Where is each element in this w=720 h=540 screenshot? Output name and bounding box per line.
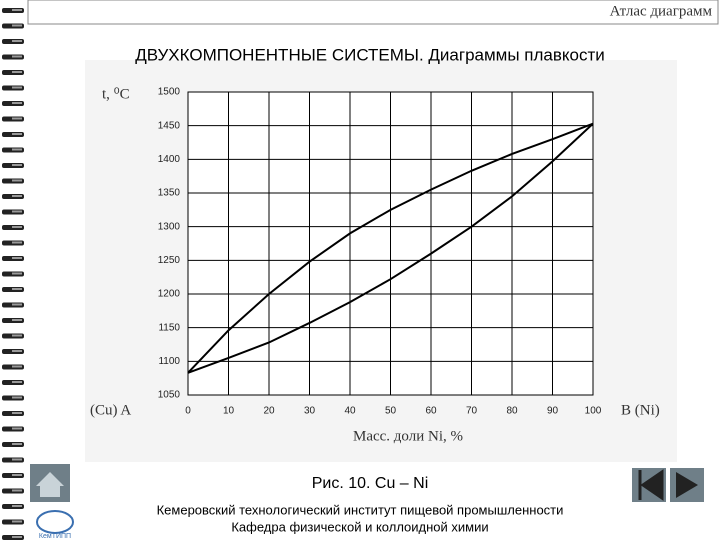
binder-ring-shine — [12, 505, 22, 507]
line — [187, 122, 594, 374]
y-axis-label: t, ⁰C — [102, 86, 130, 102]
binder-ring-shine — [12, 257, 22, 259]
y-tick-label: 1250 — [158, 255, 181, 266]
x-axis-label: Масс. доли Ni, % — [353, 428, 463, 444]
binder-ring-shine — [12, 474, 22, 476]
footer-line: Кафедра физической и коллоидной химии — [231, 519, 488, 534]
y-tick-label: 1350 — [158, 188, 181, 199]
x-tick-label: 10 — [223, 406, 235, 417]
binder-ring-shine — [12, 55, 22, 58]
logo-text: КемТИПП — [39, 533, 71, 540]
home-icon — [36, 472, 64, 497]
binder-ring-shine — [12, 24, 22, 27]
header: Атлас диаграмм — [610, 3, 713, 19]
binder-ring-shine — [12, 427, 22, 430]
binder-ring-shine — [12, 334, 22, 337]
binder-ring-shine — [12, 365, 22, 368]
chart-title: ДВУХКОМПОНЕНТНЫЕ СИСТЕМЫ. Диаграммы плав… — [135, 45, 605, 64]
binder-ring-shine — [12, 40, 22, 42]
x-tick-label: 90 — [547, 406, 559, 417]
x-tick-label: 40 — [344, 406, 356, 417]
binder-ring-shine — [12, 241, 22, 244]
x-tick-label: 100 — [585, 406, 602, 417]
left-label: (Cu) A — [90, 402, 131, 418]
binder-ring-shine — [12, 226, 22, 228]
binder-ring-shine — [12, 489, 22, 492]
binder-ring-shine — [12, 303, 22, 306]
x-tick-label: 30 — [304, 406, 316, 417]
forward-icon — [676, 472, 698, 498]
binder-ring-shine — [12, 520, 22, 523]
binder-ring-shine — [12, 133, 22, 135]
x-tick-label: 60 — [425, 406, 437, 417]
binder-ring-shine — [12, 210, 22, 213]
binder-ring-shine — [12, 288, 22, 290]
binder-ring-shine — [12, 458, 22, 461]
y-tick-label: 1150 — [158, 322, 180, 333]
binder-ring-shine — [12, 148, 22, 151]
x-tick-label: 70 — [466, 406, 478, 417]
x-tick-label: 50 — [385, 406, 397, 417]
binder-ring-shine — [12, 396, 22, 399]
binder-ring-shine — [12, 164, 22, 166]
x-tick-label: 80 — [506, 406, 518, 417]
footer-line: Кемеровский технологический институт пищ… — [157, 502, 564, 517]
header-bar — [27, 0, 719, 25]
y-tick-label: 1100 — [158, 356, 180, 367]
y-tick-label: 1050 — [158, 390, 181, 401]
y-tick-label: 1300 — [158, 221, 181, 232]
back-button[interactable] — [632, 468, 666, 502]
binder-ring-shine — [12, 9, 22, 11]
y-tick-label: 1450 — [158, 120, 181, 131]
caption: Рис. 10. Cu – Ni — [312, 475, 429, 492]
line — [187, 122, 594, 374]
binder-ring-shine — [12, 412, 22, 414]
binder-ring-shine — [12, 381, 22, 383]
logo: КемТИПП — [36, 510, 74, 540]
home-button[interactable] — [30, 464, 70, 502]
forward-button[interactable] — [670, 468, 704, 502]
y-tick-label: 1400 — [158, 154, 181, 165]
binder-ring-shine — [12, 350, 22, 352]
binder-ring-shine — [12, 102, 22, 104]
right-label: B (Ni) — [621, 402, 660, 418]
binder-ring-shine — [12, 195, 22, 197]
binder-ring-shine — [12, 443, 22, 445]
x-tick-label: 0 — [185, 406, 191, 417]
binder-ring-shine — [12, 536, 22, 538]
binder-ring-shine — [12, 319, 22, 321]
back-icon — [638, 469, 664, 501]
y-tick-label: 1200 — [158, 289, 181, 300]
logo-ring — [36, 510, 74, 534]
y-tick-label: 1500 — [158, 87, 181, 98]
binder-ring-shine — [12, 272, 22, 275]
x-tick-label: 20 — [263, 406, 275, 417]
binder-ring-shine — [12, 71, 22, 73]
binder-ring-shine — [12, 117, 22, 120]
binder-ring-shine — [12, 179, 22, 182]
binder-ring-shine — [12, 86, 22, 89]
